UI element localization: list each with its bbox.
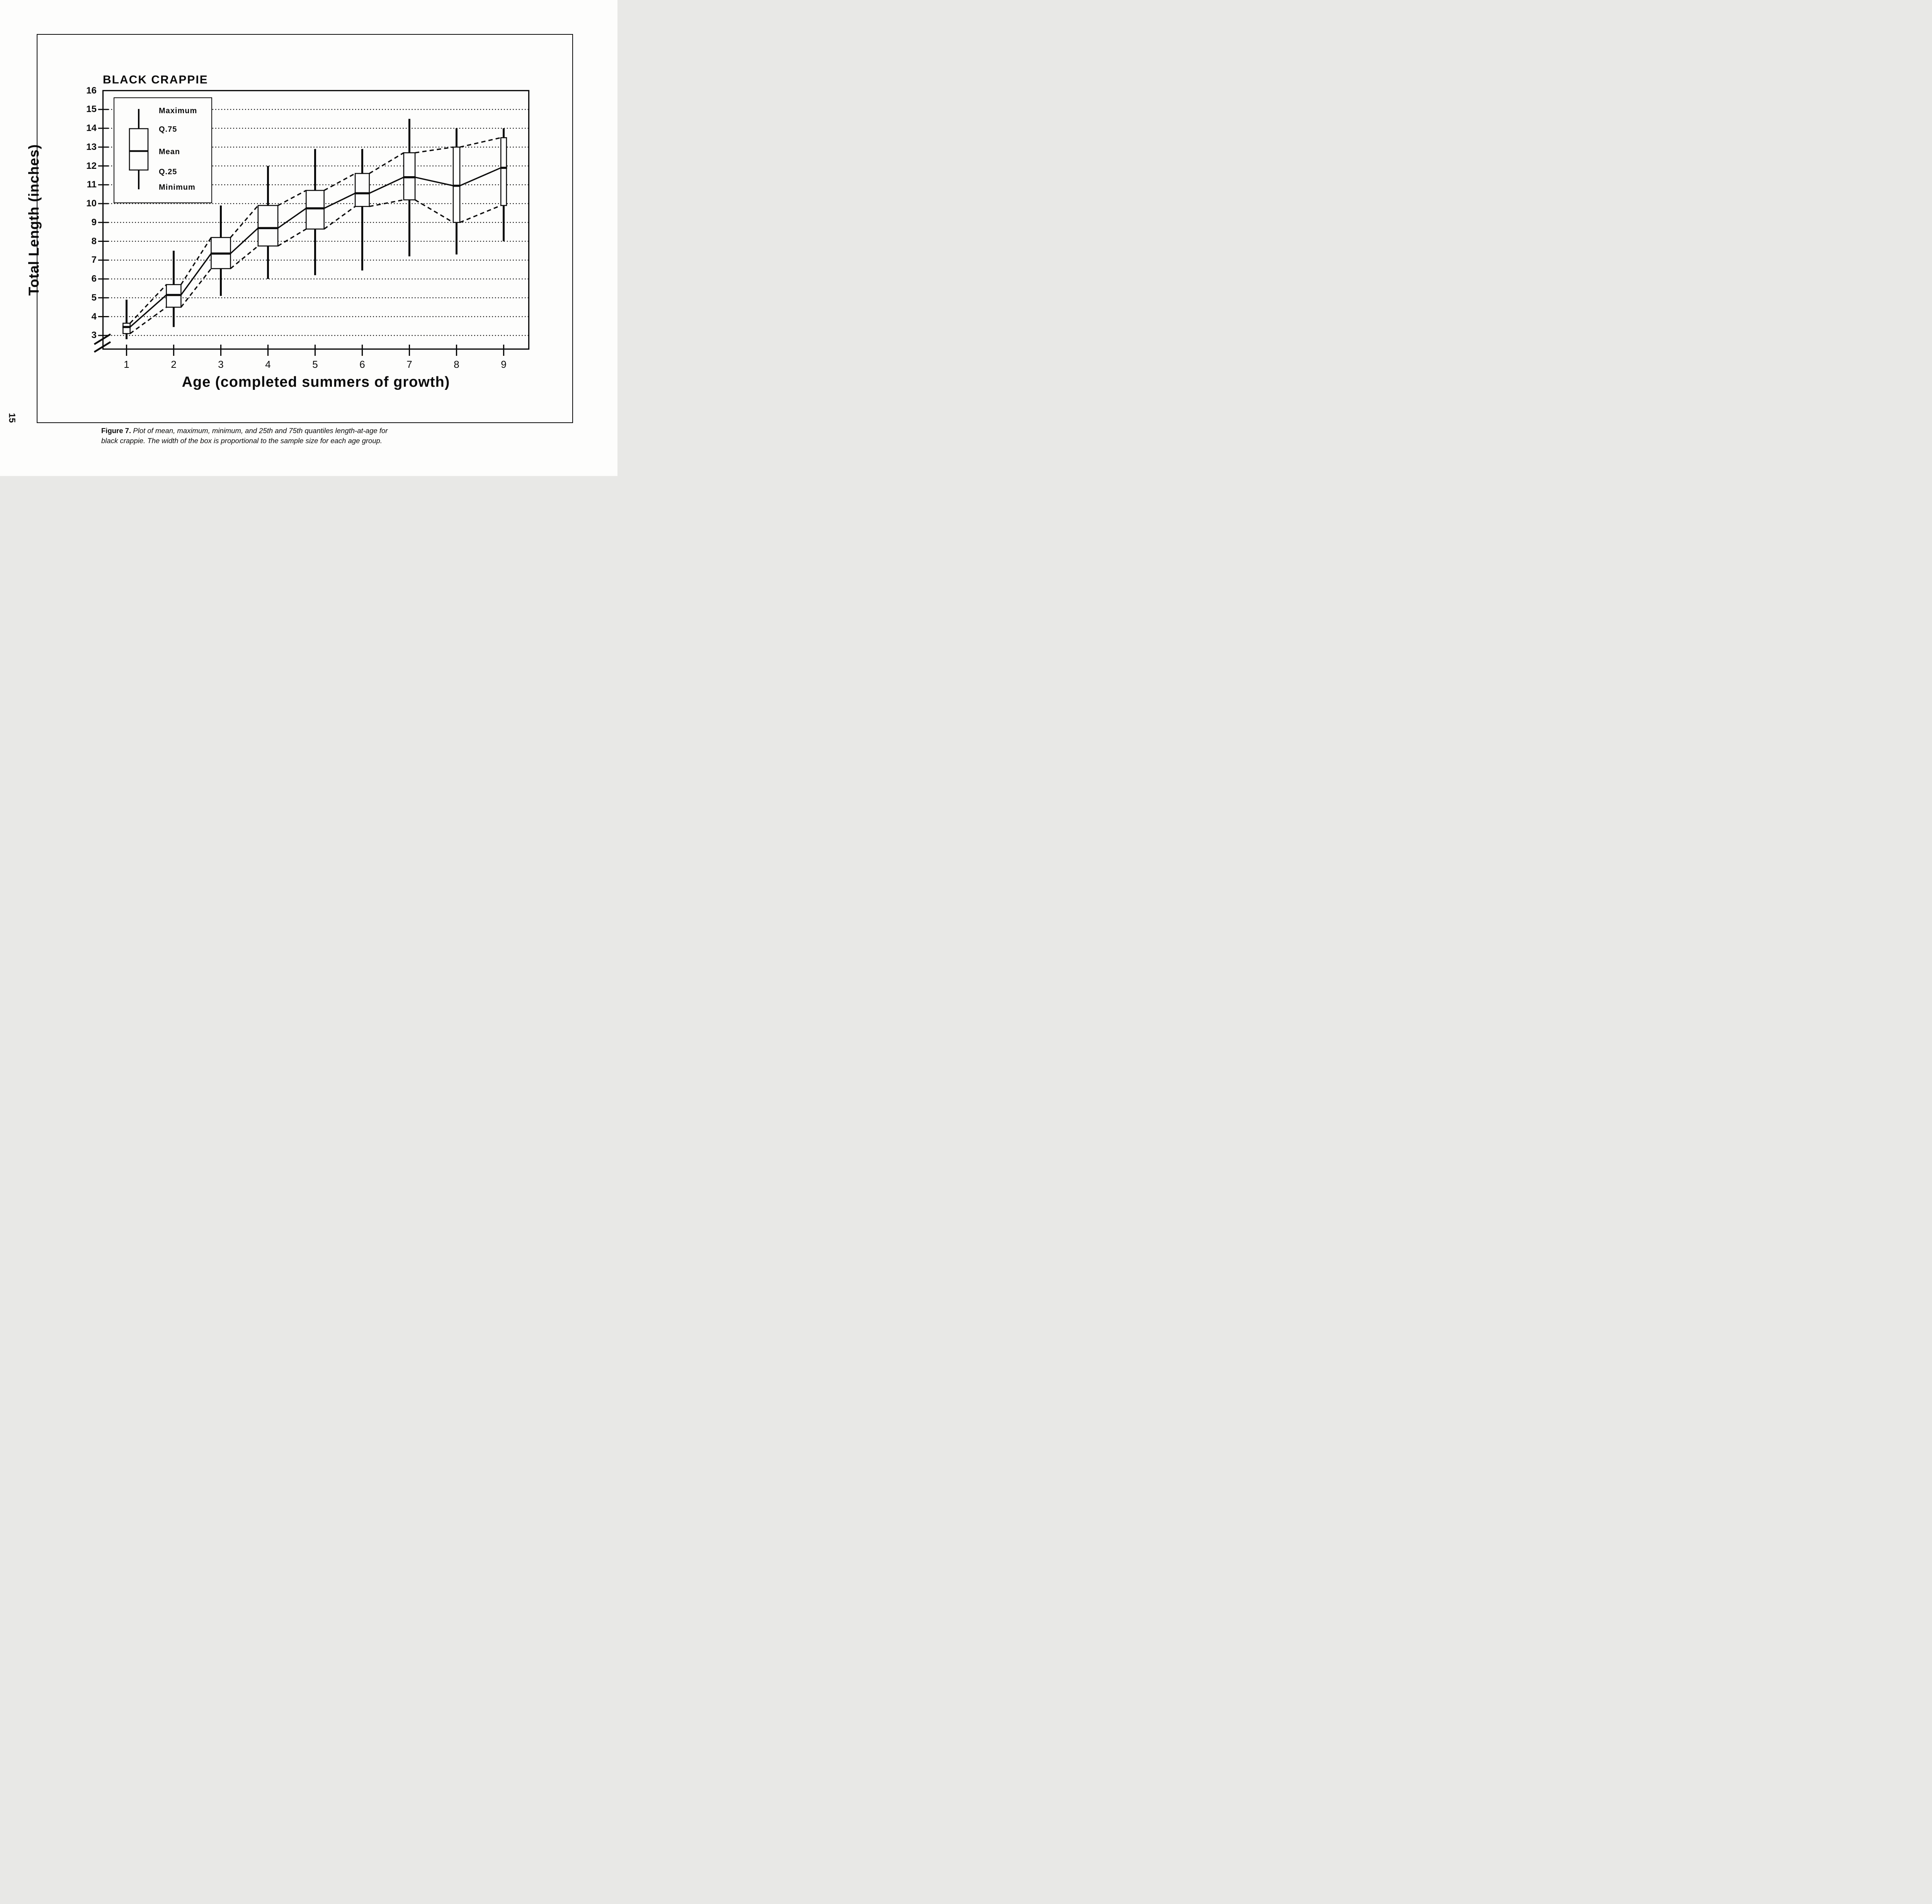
- x-tick-label: 4: [265, 359, 271, 370]
- legend-label-mean: Mean: [159, 148, 180, 156]
- q75-connector-line: [415, 146, 454, 154]
- q25-connector-line: [129, 306, 167, 334]
- legend-label-maximum: Maximum: [159, 107, 197, 115]
- box: [257, 205, 279, 246]
- mean-connector-line: [230, 228, 259, 254]
- mean-connector-line: [415, 177, 454, 187]
- y-tick-label: 4: [91, 311, 97, 322]
- figure-border-frame: [37, 34, 573, 423]
- figure-caption-line1: Plot of mean, maximum, minimum, and 25th…: [133, 427, 388, 435]
- y-tick-label: 16: [86, 85, 97, 96]
- mean-connector-line: [323, 192, 355, 209]
- y-tick-label: 12: [86, 160, 97, 171]
- figure-caption-line2: black crappie. The width of the box is p…: [101, 437, 383, 445]
- legend-label-q75: Q.75: [159, 125, 177, 134]
- y-tick-label: 11: [87, 179, 97, 190]
- q25-connector-line: [230, 245, 259, 269]
- y-tick-label: 10: [86, 198, 97, 209]
- mean-connector-line: [459, 167, 501, 187]
- figure-caption: Figure 7. Plot of mean, maximum, minimum…: [101, 426, 406, 446]
- q25-connector-line: [415, 199, 454, 223]
- box: [306, 190, 325, 230]
- x-tick-label: 8: [454, 359, 459, 370]
- x-axis-title: Age (completed summers of growth): [182, 374, 450, 390]
- q25-connector-line: [180, 268, 212, 308]
- mean-connector-line: [277, 207, 307, 229]
- chart-title: BLACK CRAPPIE: [103, 73, 208, 86]
- legend-label-q25: Q.25: [159, 168, 177, 176]
- mean-connector-line: [369, 177, 404, 194]
- box: [122, 323, 131, 334]
- x-tick-label: 3: [218, 359, 224, 370]
- mean-connector-line: [180, 253, 212, 296]
- x-tick-label: 7: [406, 359, 412, 370]
- y-tick-label: 13: [86, 141, 97, 152]
- boxplot-canvas: [94, 90, 530, 356]
- q75-connector-line: [323, 173, 356, 191]
- q25-connector-line: [277, 228, 307, 247]
- q75-connector-line: [459, 137, 501, 148]
- y-tick-label: 3: [91, 330, 97, 341]
- y-tick-label: 9: [91, 217, 97, 228]
- y-tick-label: 8: [91, 236, 97, 246]
- figure-caption-label: Figure 7.: [101, 427, 131, 435]
- legend-label-minimum: Minimum: [159, 183, 196, 192]
- legend-sample-boxplot-icon: [129, 109, 149, 189]
- x-tick-label: 2: [171, 359, 177, 370]
- q75-connector-line: [129, 284, 167, 324]
- q25-connector-line: [369, 199, 404, 207]
- x-tick-label: 6: [359, 359, 365, 370]
- y-tick-label: 6: [91, 274, 97, 284]
- q75-connector-line: [180, 237, 212, 285]
- plot-frame: [102, 90, 530, 350]
- mean-connector-line: [129, 294, 167, 328]
- y-tick-label: 5: [91, 292, 97, 303]
- q75-connector-line: [369, 152, 404, 174]
- q25-connector-line: [459, 205, 501, 223]
- x-tick-label: 5: [312, 359, 318, 370]
- q75-connector-line: [277, 190, 307, 206]
- q25-connector-line: [323, 206, 356, 230]
- y-tick-label: 7: [91, 255, 97, 265]
- x-tick-label: 1: [124, 359, 129, 370]
- x-tick-label: 9: [501, 359, 507, 370]
- legend: Maximum Q.75 Mean Q.25 Minimum: [114, 97, 212, 203]
- box: [354, 173, 370, 207]
- page-number: 15: [7, 413, 17, 423]
- y-axis-title: Total Length (inches): [26, 144, 42, 296]
- box: [500, 137, 507, 206]
- y-tick-label: 15: [86, 104, 97, 115]
- y-tick-label: 14: [86, 123, 97, 133]
